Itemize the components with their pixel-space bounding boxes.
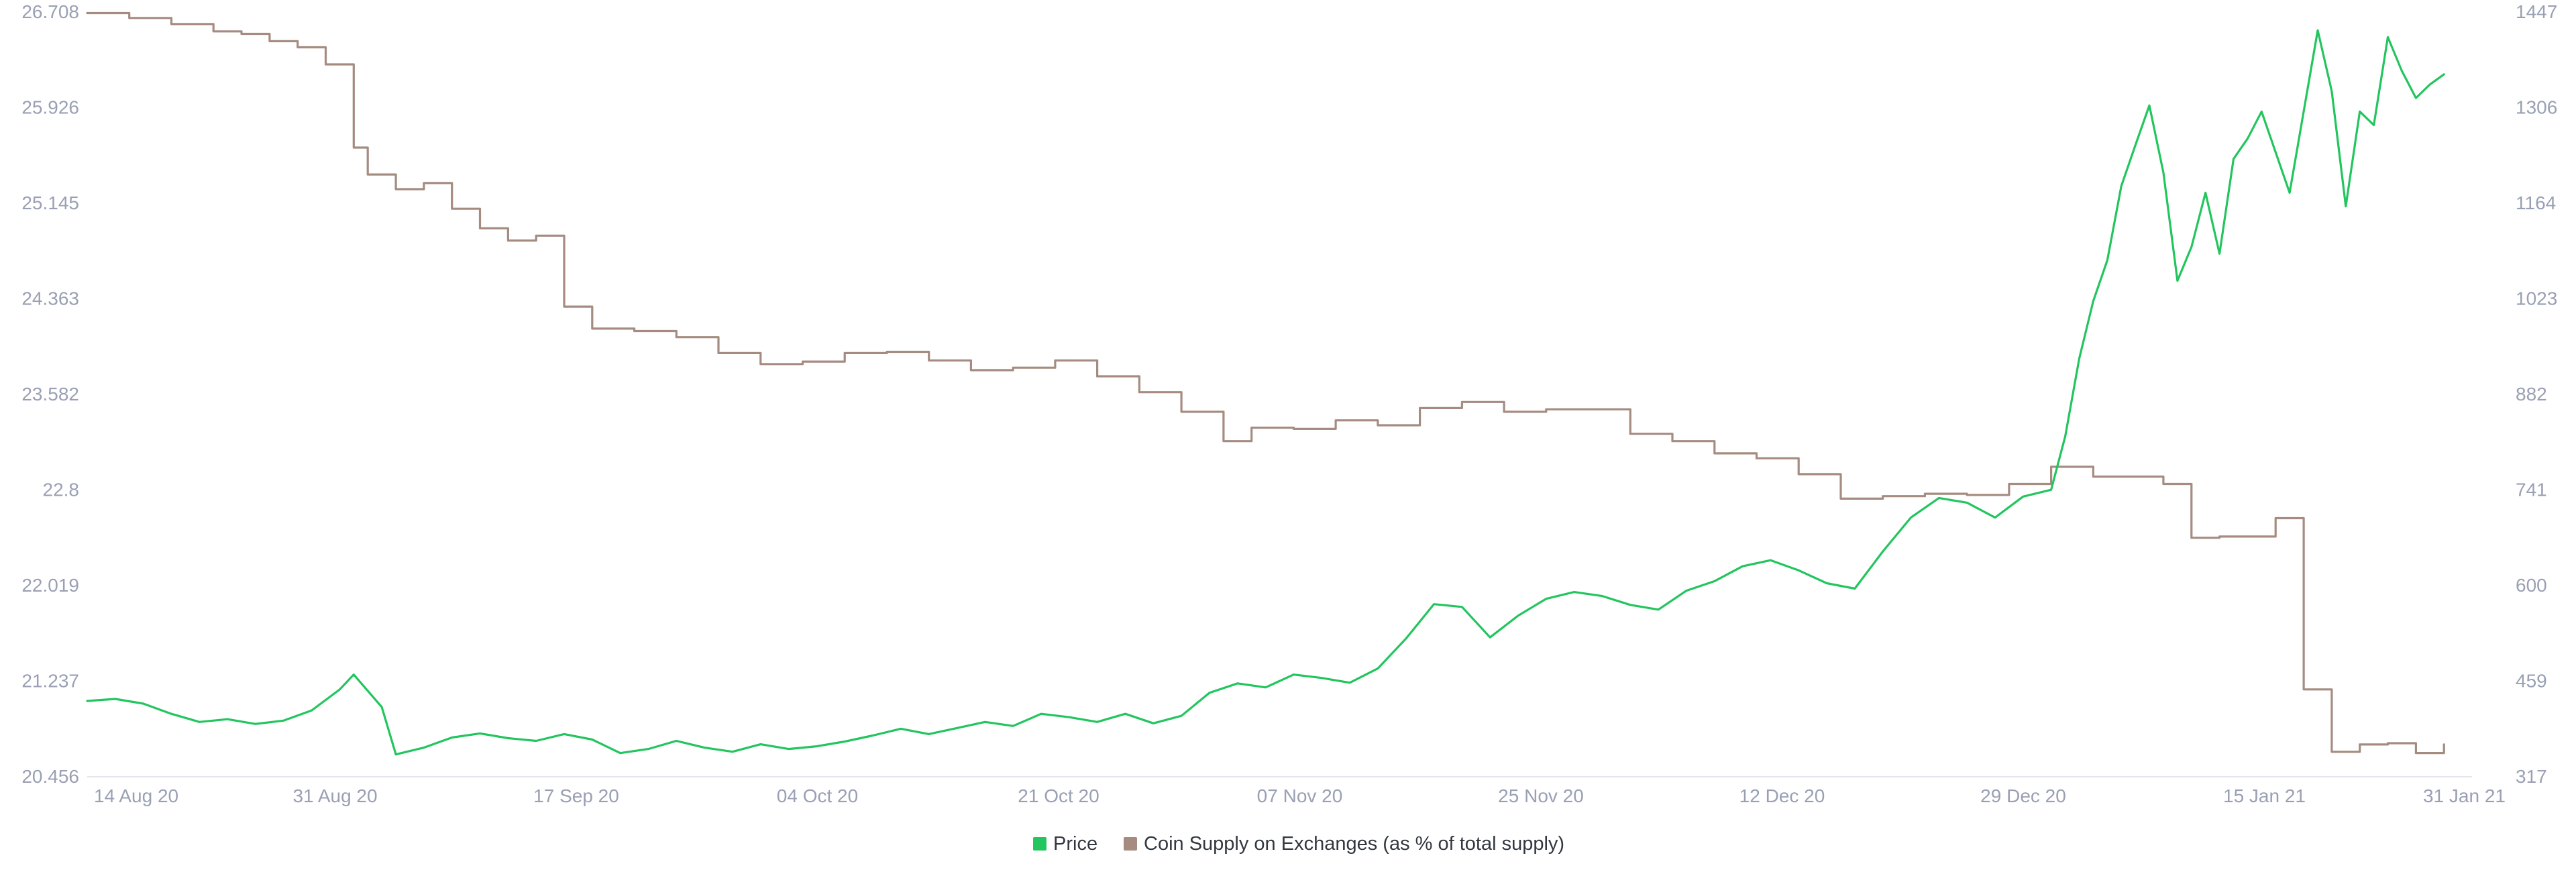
y-left-tick-label: 25.145 (21, 193, 79, 213)
x-tick-label: 25 Nov 20 (1498, 785, 1584, 806)
y-left-tick-label: 22.8 (43, 480, 80, 500)
legend-swatch (1033, 837, 1046, 851)
x-tick-label: 31 Jan 21 (2423, 785, 2506, 806)
x-tick-label: 15 Jan 21 (2223, 785, 2306, 806)
legend-swatch (1124, 837, 1137, 851)
y-right-tick-label: 1306 (2516, 97, 2557, 118)
y-axis-right-ticks: 1447 1306 1164 1023 882 741 600 459 317 (2516, 1, 2557, 787)
y-left-tick-label: 20.456 (21, 766, 79, 787)
x-tick-label: 31 Aug 20 (292, 785, 377, 806)
series-line-price (86, 29, 2445, 756)
legend-label[interactable]: Price (1053, 833, 1097, 855)
y-left-tick-label: 22.019 (21, 575, 79, 596)
y-left-tick-label: 21.237 (21, 671, 79, 692)
x-tick-label: 04 Oct 20 (777, 785, 858, 806)
x-tick-label: 07 Nov 20 (1257, 785, 1343, 806)
x-tick-label: 14 Aug 20 (94, 785, 178, 806)
y-left-tick-label: 23.582 (21, 384, 79, 404)
y-right-tick-label: 882 (2516, 384, 2547, 404)
y-right-tick-label: 1023 (2516, 288, 2557, 309)
series-layer (86, 11, 2445, 756)
y-right-tick-label: 600 (2516, 575, 2547, 596)
y-right-tick-label: 459 (2516, 671, 2547, 692)
legend: Price Coin Supply on Exchanges (as % of t… (1033, 833, 1564, 855)
y-left-tick-label: 26.708 (21, 1, 79, 22)
x-tick-label: 17 Sep 20 (533, 785, 619, 806)
x-tick-label: 21 Oct 20 (1018, 785, 1099, 806)
y-left-tick-label: 25.926 (21, 97, 79, 118)
series-line-exchange-supply (86, 11, 2445, 755)
y-right-tick-label: 1447 (2516, 1, 2557, 22)
x-tick-label: 12 Dec 20 (1739, 785, 1825, 806)
y-right-tick-label: 741 (2516, 480, 2547, 500)
x-axis-ticks: 14 Aug 20 31 Aug 20 17 Sep 20 04 Oct 20 21 O… (94, 785, 2506, 806)
x-tick-label: 29 Dec 20 (1980, 785, 2066, 806)
legend-label[interactable]: Coin Supply on Exchanges (as % of total … (1144, 833, 1564, 855)
y-right-tick-label: 317 (2516, 766, 2547, 787)
y-axis-left-ticks: 26.708 25.926 25.145 24.363 23.582 22.8 22.019… (21, 1, 79, 787)
y-right-tick-label: 1164 (2516, 193, 2556, 213)
y-left-tick-label: 24.363 (21, 288, 79, 309)
